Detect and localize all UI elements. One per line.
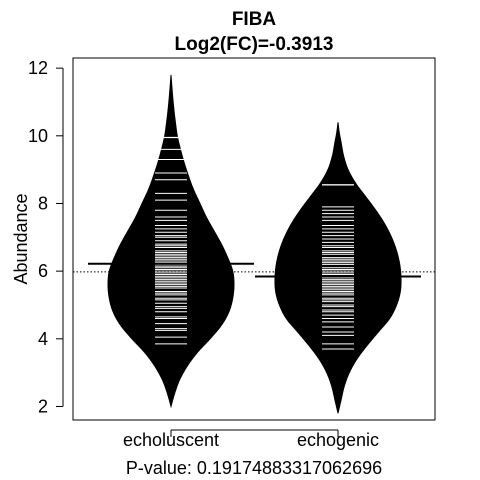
chart-title: FIBA — [232, 9, 277, 30]
x-axis: echoluscent echogenic — [123, 429, 379, 450]
y-axis-label: Abundance — [11, 193, 31, 284]
beans-layer — [107, 74, 402, 414]
y-tick-label: 4 — [38, 329, 48, 349]
mean-lines-layer — [73, 262, 435, 278]
plot-frame — [72, 57, 436, 421]
y-tick-label: 8 — [38, 193, 48, 213]
y-tick-label: 12 — [28, 58, 48, 78]
y-axis: 2 4 6 8 10 12 — [28, 58, 64, 416]
bean-1 — [107, 74, 235, 409]
y-tick-label: 2 — [38, 396, 48, 416]
y-tick-label: 10 — [28, 126, 48, 146]
x-category-label: echoluscent — [123, 430, 219, 450]
chart-subtitle: Log2(FC)=-0.3913 — [175, 34, 334, 55]
x-category-label: echogenic — [297, 430, 379, 450]
p-value-label: P-value: 0.19174883317062696 — [126, 458, 382, 478]
bean-2 — [274, 122, 402, 414]
y-tick-label: 6 — [38, 261, 48, 281]
